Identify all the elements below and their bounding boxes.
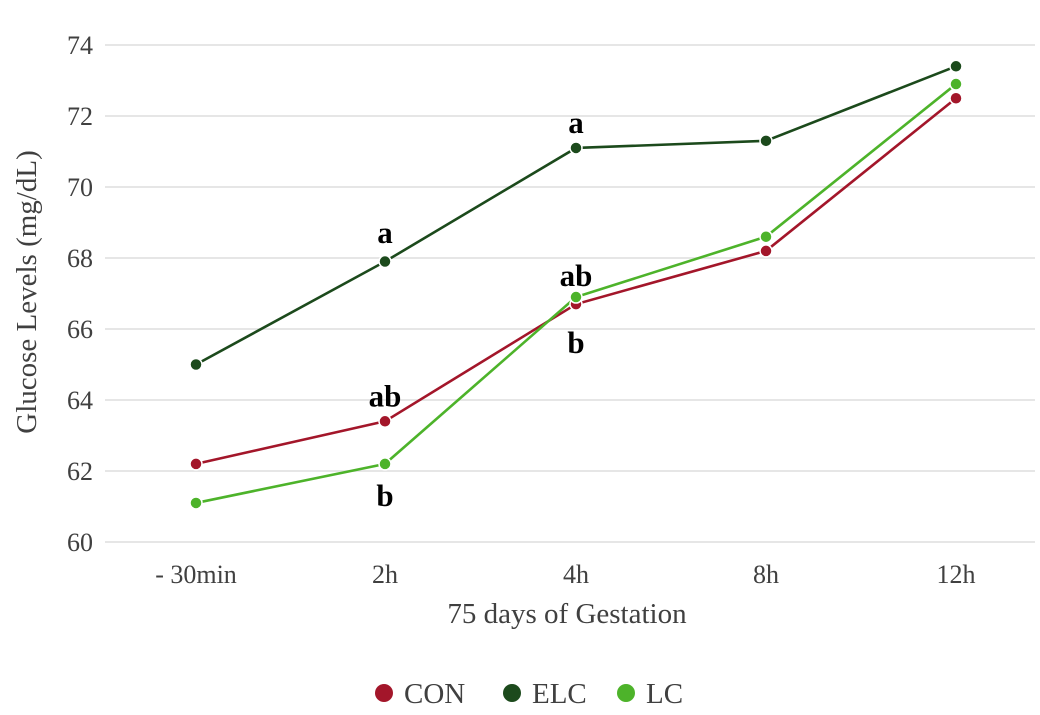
data-point-con: [759, 244, 773, 258]
significance-label: ab: [369, 378, 402, 413]
y-tick-label: 70: [67, 173, 93, 202]
y-tick-label: 64: [67, 386, 93, 415]
y-axis-ticks: 60 62 64 66 68 70 72 74: [67, 31, 93, 557]
x-tick-label: 12h: [937, 560, 976, 589]
data-point-lc: [949, 77, 963, 91]
y-tick-label: 74: [67, 31, 93, 60]
data-point-lc: [189, 496, 203, 510]
y-axis-title: Glucose Levels (mg/dL): [11, 150, 43, 433]
y-tick-label: 60: [67, 528, 93, 557]
legend-label-con: CON: [404, 678, 465, 710]
data-point-lc: [378, 457, 392, 471]
data-point-elc: [759, 134, 773, 148]
x-tick-label: 2h: [372, 560, 398, 589]
legend-marker-lc: [617, 684, 635, 702]
data-point-con: [949, 91, 963, 105]
legend: CON ELC LC: [375, 678, 683, 710]
series-points: [189, 59, 963, 510]
data-point-elc: [189, 357, 203, 372]
significance-label: b: [376, 478, 393, 513]
data-point-con: [189, 457, 203, 471]
x-tick-label: 8h: [753, 560, 779, 589]
y-tick-label: 62: [67, 457, 93, 486]
significance-label: ab: [560, 258, 593, 293]
annotations: a ab b a ab b: [369, 105, 593, 513]
data-point-elc: [378, 254, 392, 269]
y-tick-label: 72: [67, 102, 93, 131]
x-axis-title: 75 days of Gestation: [447, 598, 687, 630]
data-point-elc: [949, 59, 963, 74]
data-point-con: [378, 414, 392, 429]
x-tick-label: - 30min: [155, 560, 237, 589]
data-point-elc: [569, 141, 583, 155]
x-tick-label: 4h: [563, 560, 589, 589]
significance-label: b: [567, 325, 584, 360]
y-tick-label: 68: [67, 244, 93, 273]
data-point-lc: [569, 290, 583, 304]
legend-label-lc: LC: [646, 678, 683, 710]
x-axis-ticks: - 30min 2h 4h 8h 12h: [155, 560, 975, 589]
legend-marker-elc: [503, 684, 521, 702]
legend-marker-con: [375, 684, 393, 702]
significance-label: a: [568, 105, 584, 140]
significance-label: a: [377, 215, 393, 250]
data-point-lc: [759, 229, 773, 244]
y-tick-label: 66: [67, 315, 93, 344]
legend-label-elc: ELC: [532, 678, 587, 710]
